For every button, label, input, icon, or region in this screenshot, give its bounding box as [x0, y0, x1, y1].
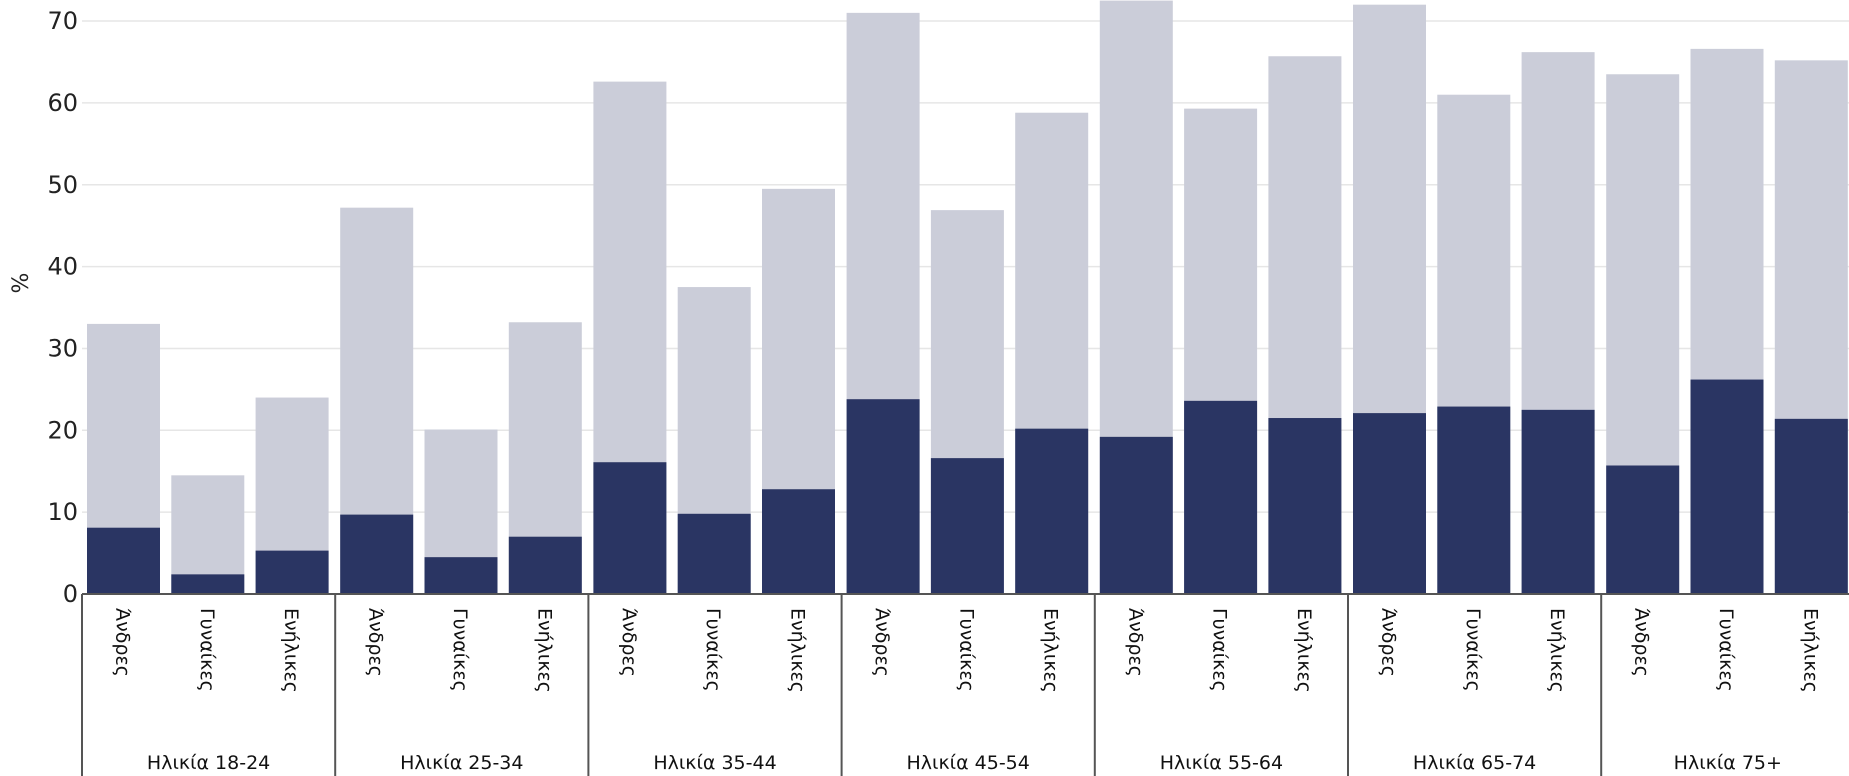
group-label: Ηλικία 65-74	[1413, 752, 1536, 774]
group-label: Ηλικία 55-64	[1160, 752, 1283, 774]
category-label: Άνδρες	[618, 608, 640, 677]
category-label: Ενήλικες	[533, 608, 555, 693]
category-label: Άνδρες	[112, 608, 134, 677]
category-label: Ενήλικες	[1293, 608, 1315, 693]
category-label: Ενήλικες	[1546, 608, 1568, 693]
group-label: Ηλικία 25-34	[400, 752, 523, 774]
y-tick-label: 50	[47, 171, 78, 199]
bars	[87, 0, 1848, 595]
category-labels: Άνδρες Γυναίκες Ενήλικες Άνδρες Γυναίκες Ενήλ…	[112, 608, 1822, 693]
category-label: Γυναίκες	[449, 608, 471, 692]
y-tick-labels: 0 10 20 30 40 50 60 70	[47, 7, 78, 608]
bar-subset	[1521, 409, 1595, 594]
bar-subset	[255, 550, 329, 594]
group-label: Ηλικία 18-24	[147, 752, 270, 774]
category-label: Γυναίκες	[702, 608, 724, 692]
group-label: Ηλικία 45-54	[907, 752, 1030, 774]
bar-subset	[1015, 428, 1089, 594]
y-tick-label: 0	[63, 580, 78, 608]
bar-subset	[508, 536, 582, 594]
bar-subset	[1437, 406, 1511, 594]
category-label: Γυναίκες	[1209, 608, 1231, 692]
category-label: Άνδρες	[1378, 608, 1400, 677]
category-label: Άνδρες	[1631, 608, 1653, 677]
bar-subset	[1099, 436, 1173, 594]
bar-subset	[1606, 465, 1680, 594]
bar-subset	[846, 399, 920, 594]
bar-subset	[677, 513, 751, 594]
bar-subset	[171, 574, 245, 594]
y-tick-label: 30	[47, 334, 78, 362]
bar-subset	[930, 458, 1004, 594]
y-tick-label: 70	[47, 7, 78, 35]
category-label: Γυναίκες	[196, 608, 218, 692]
category-label: Άνδρες	[365, 608, 387, 677]
y-tick-label: 40	[47, 253, 78, 281]
x-axis	[81, 593, 1849, 776]
category-label: Ενήλικες	[280, 608, 302, 693]
group-labels: Ηλικία 18-24 Ηλικία 25-34 Ηλικία 35-44 Ηλικ…	[147, 752, 1782, 774]
category-label: Ενήλικες	[1799, 608, 1821, 693]
bar-subset	[1774, 418, 1848, 594]
bar-subset	[1184, 400, 1258, 594]
category-label: Γυναίκες	[1715, 608, 1737, 692]
bar-subset	[762, 489, 835, 594]
category-label: Γυναίκες	[955, 608, 977, 692]
bar-total	[171, 475, 245, 594]
group-label: Ηλικία 75+	[1674, 752, 1782, 774]
bar-subset	[1353, 413, 1426, 594]
bar-subset	[424, 557, 498, 594]
y-tick-label: 60	[47, 89, 78, 117]
bar-subset	[1690, 379, 1764, 594]
y-tick-label: 10	[47, 498, 78, 526]
bar-subset	[593, 462, 667, 594]
category-label: Γυναίκες	[1462, 608, 1484, 692]
bar-subset	[1268, 418, 1342, 594]
bar-subset	[87, 527, 160, 594]
category-label: Ενήλικες	[1040, 608, 1062, 693]
category-label: Άνδρες	[871, 608, 893, 677]
category-label: Άνδρες	[1124, 608, 1146, 677]
y-tick-label: 20	[47, 416, 78, 444]
bar-subset	[340, 514, 414, 594]
y-axis-title: %	[9, 273, 34, 294]
group-label: Ηλικία 35-44	[653, 752, 776, 774]
category-label: Ενήλικες	[787, 608, 809, 693]
